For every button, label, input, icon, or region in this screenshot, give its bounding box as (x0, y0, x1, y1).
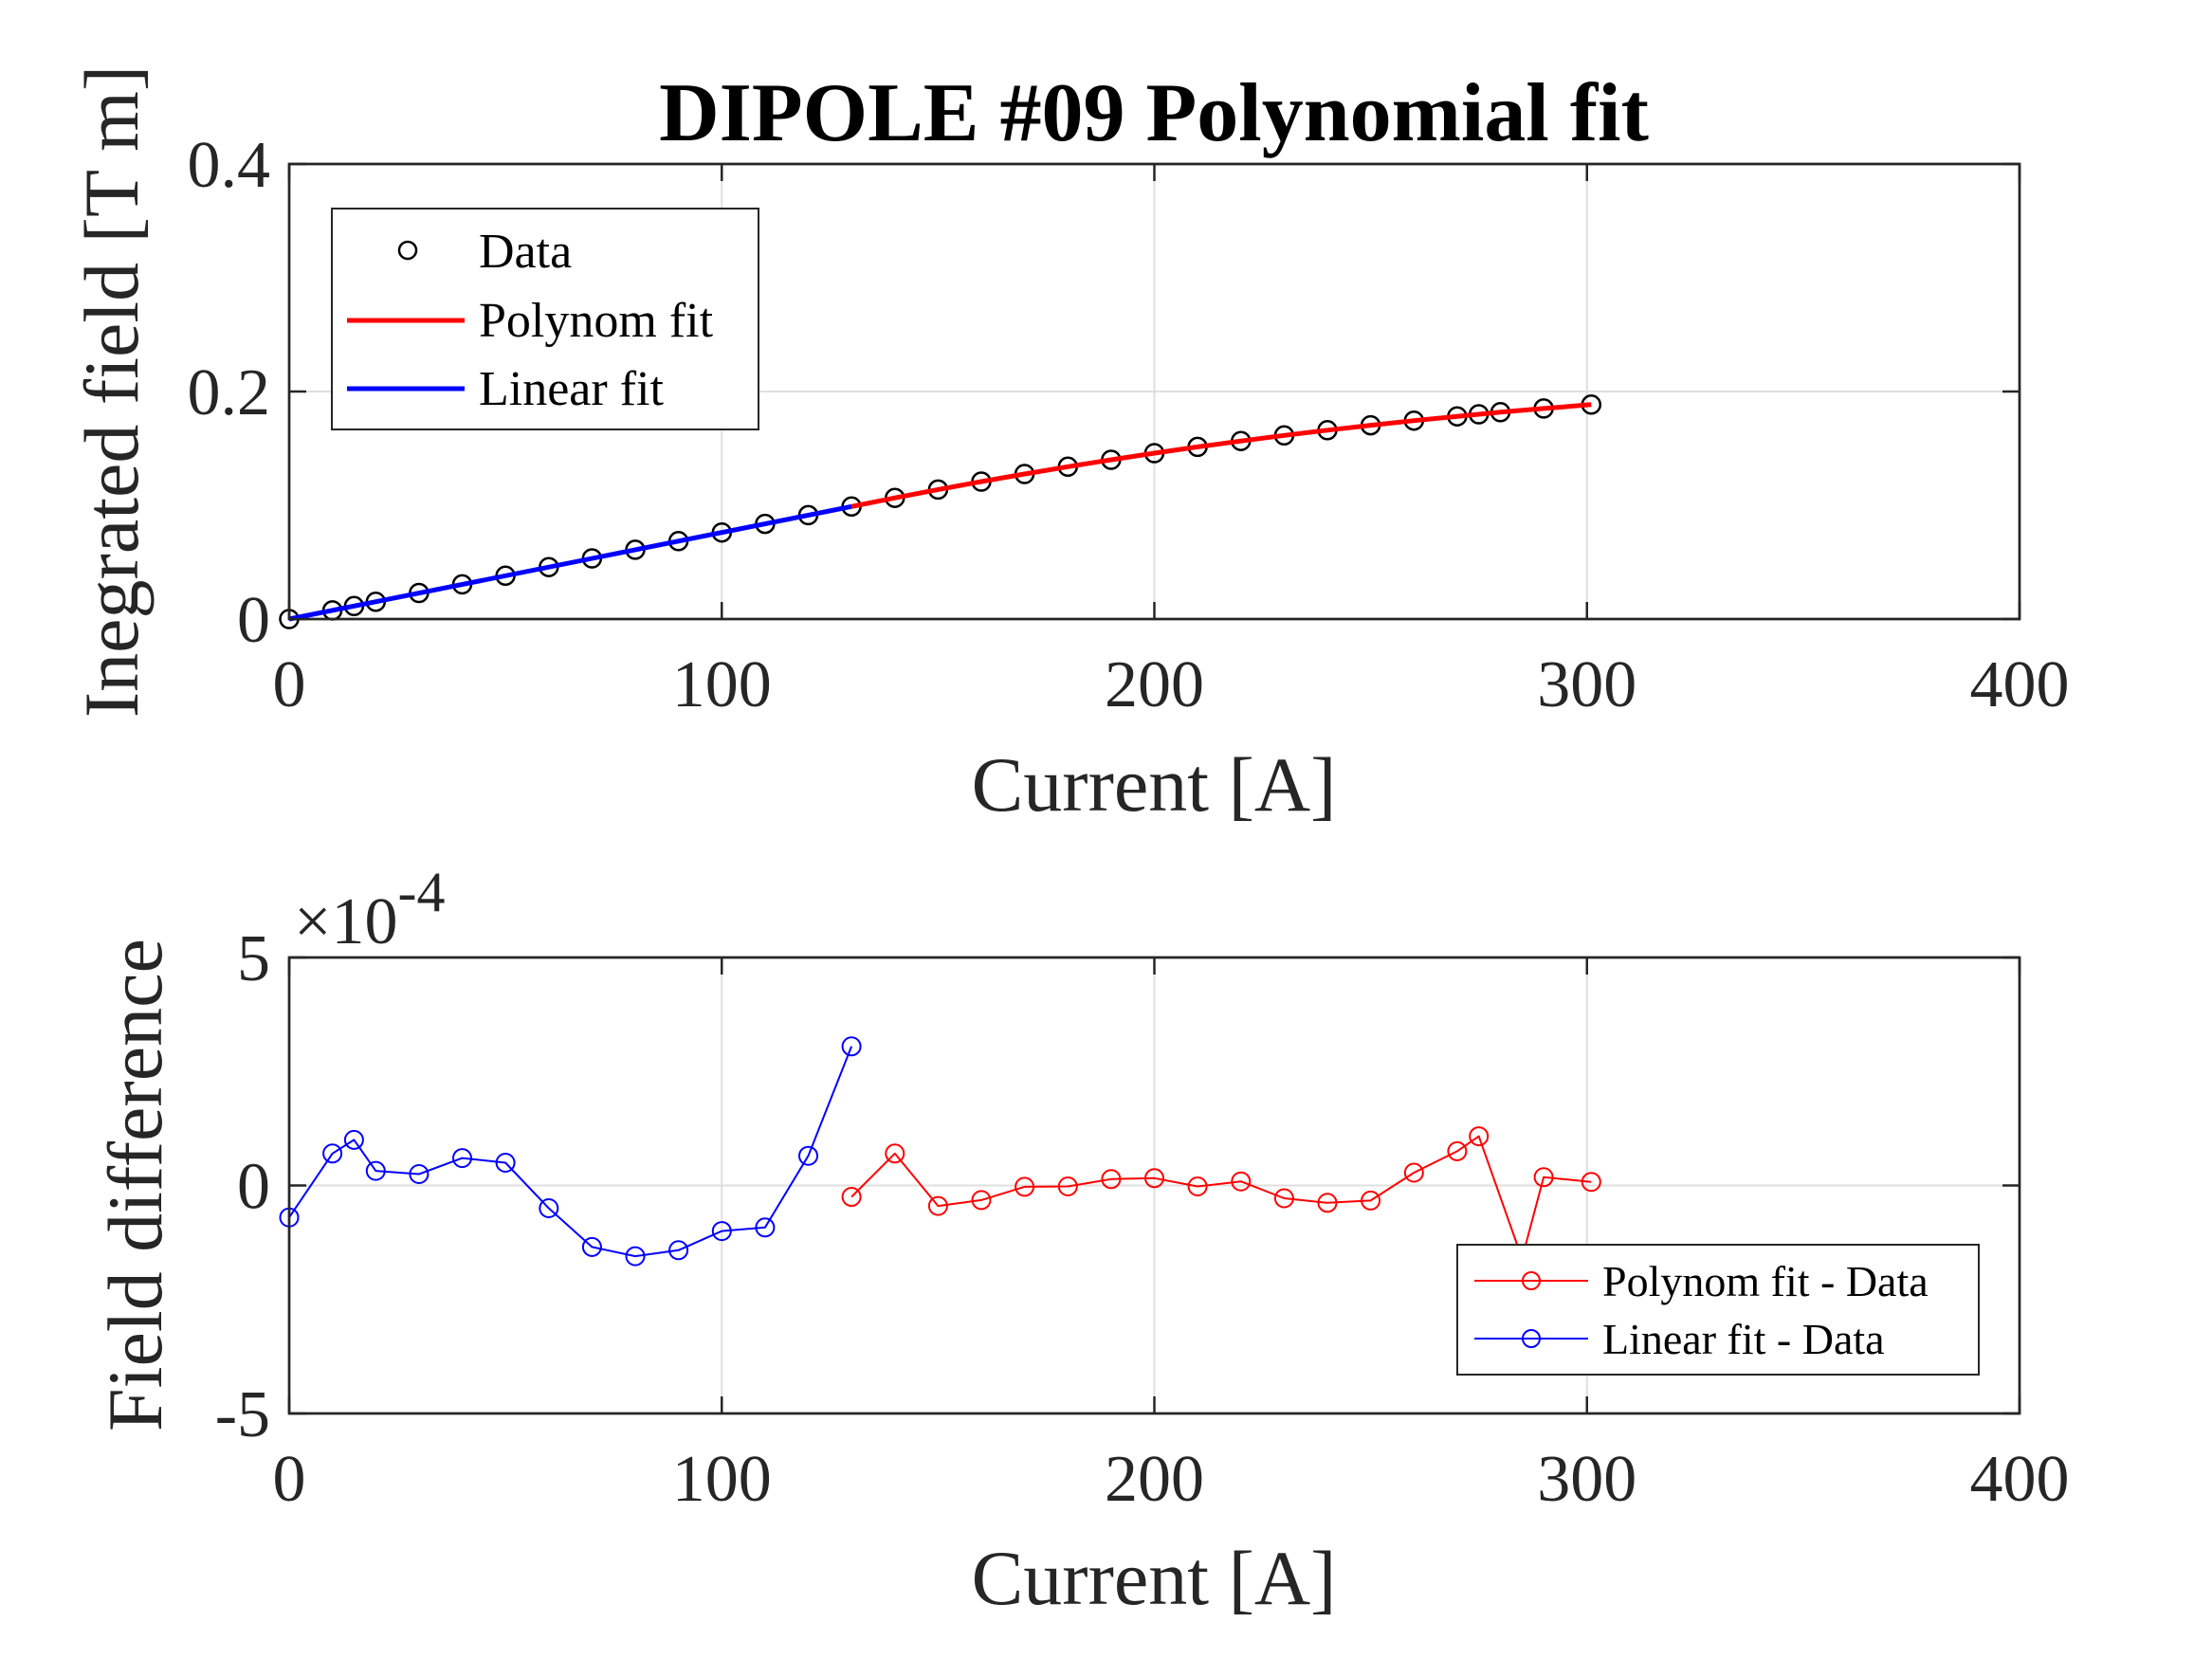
bottom-legend: Polynom fit - Data Linear fit - Data (1456, 1244, 1980, 1376)
series-linear-fit (288, 503, 852, 622)
point-linear-fit-data (711, 1221, 732, 1242)
chart-title: DIPOLE #09 Polynomial fit (659, 67, 1649, 159)
bottom-x-tick-label: 300 (1537, 1443, 1636, 1516)
bottom-x-tick-label: 100 (672, 1443, 772, 1516)
series-line-polynom-fit (850, 402, 1592, 509)
point-polynom-fit-data (1361, 1190, 1381, 1211)
point-polynom-fit-data (1447, 1140, 1468, 1161)
top-x-tick-label: 100 (672, 648, 772, 721)
point-polynom-fit-data (885, 1143, 905, 1164)
point-polynom-fit-data (1144, 1168, 1164, 1189)
legend-entry-linear-fit-data: Linear fit - Data (1474, 1315, 1885, 1363)
legend-label-polynom-fit-data: Polynom fit - Data (1602, 1257, 1929, 1305)
legend-entry-polynom-fit: Polynom fit (347, 294, 714, 348)
point-polynom-fit-data (1469, 1126, 1490, 1147)
point-linear-fit-data (365, 1160, 386, 1181)
bottom-x-axis-label: Current [A] (972, 1535, 1337, 1621)
top-y-tick-label: 0.4 (188, 129, 271, 202)
point-linear-fit-data (452, 1148, 472, 1169)
top-x-tick-label: 300 (1537, 648, 1636, 721)
point-polynom-fit-data (1273, 1188, 1294, 1209)
point-linear-fit-data (409, 1164, 430, 1184)
point-polynom-fit-data (1015, 1176, 1035, 1197)
point-linear-fit-data (495, 1153, 516, 1173)
point-linear-fit-data (322, 1143, 343, 1164)
legend-label-linear-fit-data: Linear fit - Data (1602, 1315, 1885, 1363)
top-axes-frame (287, 162, 2021, 621)
top-x-axis-label: Current [A] (972, 741, 1337, 828)
top-tick-labels: 0 100 200 300 400 0 0.2 0.4 (188, 129, 2070, 721)
legend-label-linear-fit: Linear fit (479, 362, 664, 416)
point-linear-fit-data (343, 1129, 364, 1150)
point-linear-fit-data (668, 1240, 689, 1261)
point-linear-fit-data (755, 1217, 776, 1238)
point-polynom-fit-data (1101, 1169, 1122, 1190)
point-polynom-fit-data (1231, 1171, 1252, 1192)
point-polynom-fit-data (1581, 1172, 1601, 1193)
bottom-x-tick-label: 400 (1970, 1443, 2070, 1516)
bottom-y-axis-label: Field difference (92, 939, 178, 1431)
bottom-series (279, 1036, 1601, 1268)
series-line-linear-fit-data (288, 1046, 853, 1258)
top-x-tick-label: 400 (1970, 648, 2070, 721)
legend-entry-linear-fit: Linear fit (347, 362, 664, 416)
top-axes: 0 100 200 300 400 0 0.2 0.4 DIPOLE #09 Polynomi… (68, 65, 2070, 828)
bottom-axes: 0 100 200 300 400-505 ×10-4 Current [A] Fiel… (92, 861, 2070, 1621)
point-linear-fit-data (841, 1036, 862, 1057)
point-linear-fit-data (798, 1145, 818, 1166)
legend-entry-polynom-fit-data: Polynom fit - Data (1474, 1257, 1929, 1305)
series-polynom-fit-data (841, 1126, 1601, 1268)
point-polynom-fit-data (1057, 1176, 1078, 1196)
point-linear-fit-data (625, 1246, 646, 1267)
series-linear-fit-data (279, 1036, 862, 1267)
top-x-tick-label: 200 (1105, 648, 1204, 721)
point-polynom-fit-data (1187, 1176, 1208, 1196)
bottom-y-tick-label: -5 (215, 1378, 270, 1451)
point-polynom-fit-data (1533, 1167, 1554, 1188)
bottom-tick-labels: 0 100 200 300 400-505 (215, 922, 2070, 1516)
bottom-x-tick-label: 200 (1105, 1443, 1204, 1516)
bottom-x-tick-label: 0 (273, 1443, 306, 1516)
legend-label-polynom-fit: Polynom fit (479, 294, 714, 348)
legend-marker-data (397, 240, 418, 261)
bottom-y-tick-label: 5 (237, 922, 270, 995)
point-polynom-fit-data (1317, 1193, 1338, 1213)
top-series (279, 394, 1602, 629)
top-legend: Data Polynom fit Linear fit (331, 208, 759, 430)
y-exponent-power: -4 (397, 861, 445, 923)
bottom-y-tick-label: 0 (237, 1151, 270, 1224)
series-polynom-fit (850, 402, 1592, 509)
legend-marker-linear-fit-data (1522, 1329, 1541, 1348)
top-y-tick-label: 0 (237, 584, 270, 657)
point-linear-fit-data (539, 1198, 559, 1218)
point-polynom-fit-data (1403, 1162, 1424, 1183)
top-y-axis-label: Inegrated field [T m] (68, 65, 155, 718)
legend-marker-polynom-fit-data (1522, 1271, 1541, 1290)
bottom-legend-box (1456, 1244, 1980, 1376)
legend-entry-data: Data (397, 225, 572, 279)
top-y-tick-label: 0.2 (188, 356, 271, 429)
point-polynom-fit-data (841, 1187, 862, 1207)
bottom-axes-frame (287, 956, 2021, 1415)
legend-label-data: Data (479, 225, 572, 279)
point-polynom-fit-data (971, 1190, 992, 1211)
y-exponent-label: ×10-4 (294, 861, 445, 958)
top-x-tick-label: 0 (273, 648, 306, 721)
series-line-polynom-fit-data (850, 1135, 1592, 1260)
series-line-linear-fit (288, 503, 852, 622)
point-polynom-fit-data (927, 1195, 948, 1216)
y-exponent-base: ×10 (294, 885, 397, 958)
point-linear-fit-data (581, 1236, 602, 1257)
